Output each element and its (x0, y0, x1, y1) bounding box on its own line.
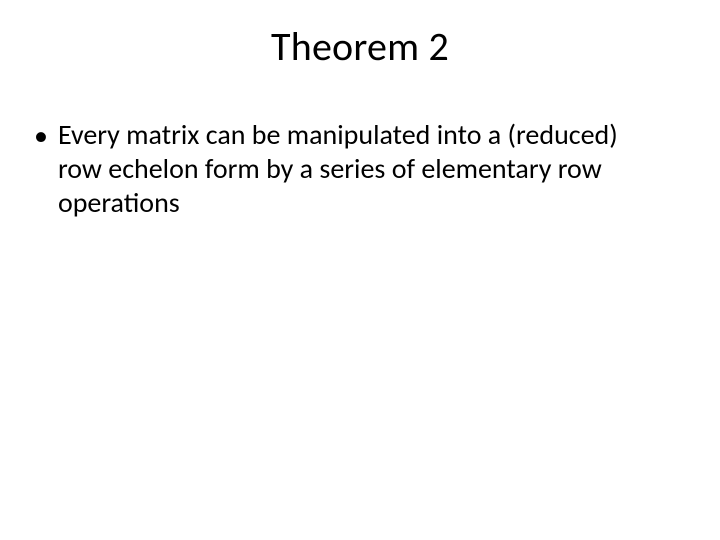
slide-body: • Every matrix can be manipulated into a… (54, 118, 666, 220)
bullet-icon: • (34, 118, 48, 154)
bullet-text: Every matrix can be manipulated into a (… (58, 118, 666, 220)
list-item: • Every matrix can be manipulated into a… (54, 118, 666, 220)
slide-title: Theorem 2 (0, 22, 720, 71)
slide: Theorem 2 • Every matrix can be manipula… (0, 0, 720, 540)
